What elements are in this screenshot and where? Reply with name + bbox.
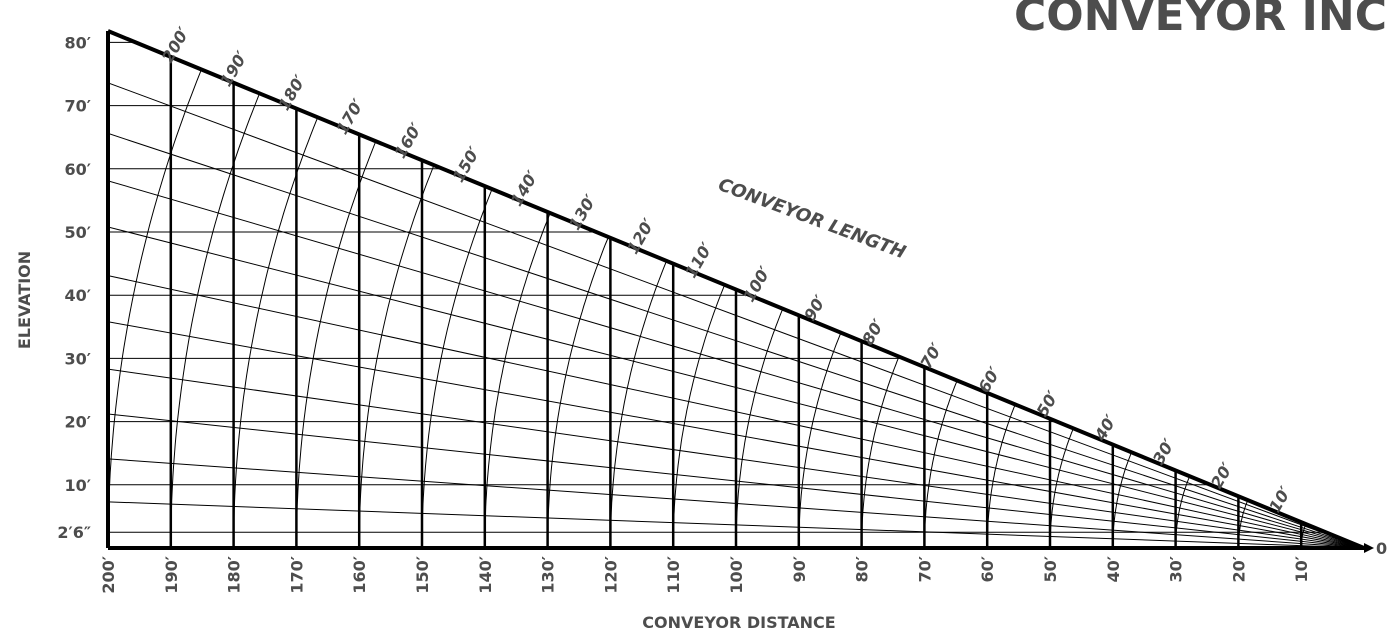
x-tick-label: 170′ (287, 556, 306, 594)
y-tick-label: 10′ (65, 476, 91, 495)
y-tick-label: 80′ (65, 33, 91, 52)
length-label: 190′ (216, 47, 252, 90)
x-tick-label: 40′ (1104, 556, 1123, 582)
length-label: 200′ (158, 23, 194, 66)
length-label: 120′ (623, 214, 659, 257)
x-tick-label: 100′ (727, 556, 746, 594)
x-tick-label: 110′ (664, 556, 683, 594)
x-tick-label: 70′ (915, 556, 934, 582)
length-arc (295, 131, 381, 548)
x-tick-label: 180′ (225, 556, 244, 594)
length-arc (108, 57, 207, 548)
x-tick-label: 200′ (99, 556, 118, 594)
x-tick-label: 150′ (413, 556, 432, 594)
x-tick-label: 120′ (601, 556, 620, 594)
length-arc (1112, 449, 1133, 548)
length-label: 130′ (565, 191, 601, 234)
x-axis-label: CONVEYOR DISTANCE (642, 613, 835, 632)
length-label: 170′ (332, 95, 368, 138)
x-tick-label: 20′ (1229, 556, 1248, 582)
length-label: 180′ (274, 71, 310, 114)
length-arc (672, 278, 728, 548)
axes-layer (106, 29, 1374, 553)
x-tick-label: 50′ (1041, 556, 1060, 582)
x-tick-label: 130′ (539, 556, 558, 594)
length-label: 140′ (507, 167, 543, 210)
length-arc (986, 400, 1018, 548)
brand-logo: CONVEYOR INC (1014, 0, 1387, 41)
origin-label: 0 (1376, 539, 1387, 558)
x-tick-label: 80′ (853, 556, 872, 582)
length-arc (861, 351, 902, 548)
length-label: 110′ (681, 238, 717, 281)
grid-layer (108, 31, 1364, 549)
length-arc (609, 253, 670, 548)
y-tick-label: 40′ (65, 286, 91, 305)
length-arc (735, 302, 786, 548)
x-tick-label: 30′ (1167, 556, 1186, 582)
length-arc (170, 82, 265, 548)
x-tick-label: 190′ (162, 556, 181, 594)
length-arc (547, 229, 612, 548)
origin-arrow (1364, 543, 1374, 553)
length-label: 40′ (1090, 411, 1121, 445)
length-arc (421, 180, 497, 548)
y-tick-label: 30′ (65, 349, 91, 368)
x-tick-label: 60′ (978, 556, 997, 582)
length-arc (484, 204, 555, 548)
length-label: 100′ (739, 262, 775, 305)
length-arc (1175, 474, 1191, 548)
max-slope-line (107, 29, 1365, 550)
y-tick-label: 70′ (65, 97, 91, 116)
y-tick-label: 50′ (65, 223, 91, 242)
x-tick-label: 90′ (790, 556, 809, 582)
length-arc (1237, 498, 1249, 548)
y-tick-label: 20′ (65, 413, 91, 432)
length-arc (1049, 425, 1076, 548)
length-label: 160′ (391, 119, 427, 162)
y-tick-label: 60′ (65, 160, 91, 179)
length-label: 150′ (449, 143, 485, 186)
x-tick-label: 140′ (476, 556, 495, 594)
length-arc (923, 376, 960, 548)
length-arc (358, 155, 439, 548)
length-arc (233, 106, 323, 548)
x-tick-label: 160′ (350, 556, 369, 594)
conveyor-length-label: CONVEYOR LENGTH (715, 174, 908, 263)
x-tick-label: 10′ (1292, 556, 1311, 582)
y-axis-label: ELEVATION (15, 251, 34, 349)
length-arc (798, 327, 844, 548)
y-tick-label: 2′6″ (57, 523, 91, 542)
